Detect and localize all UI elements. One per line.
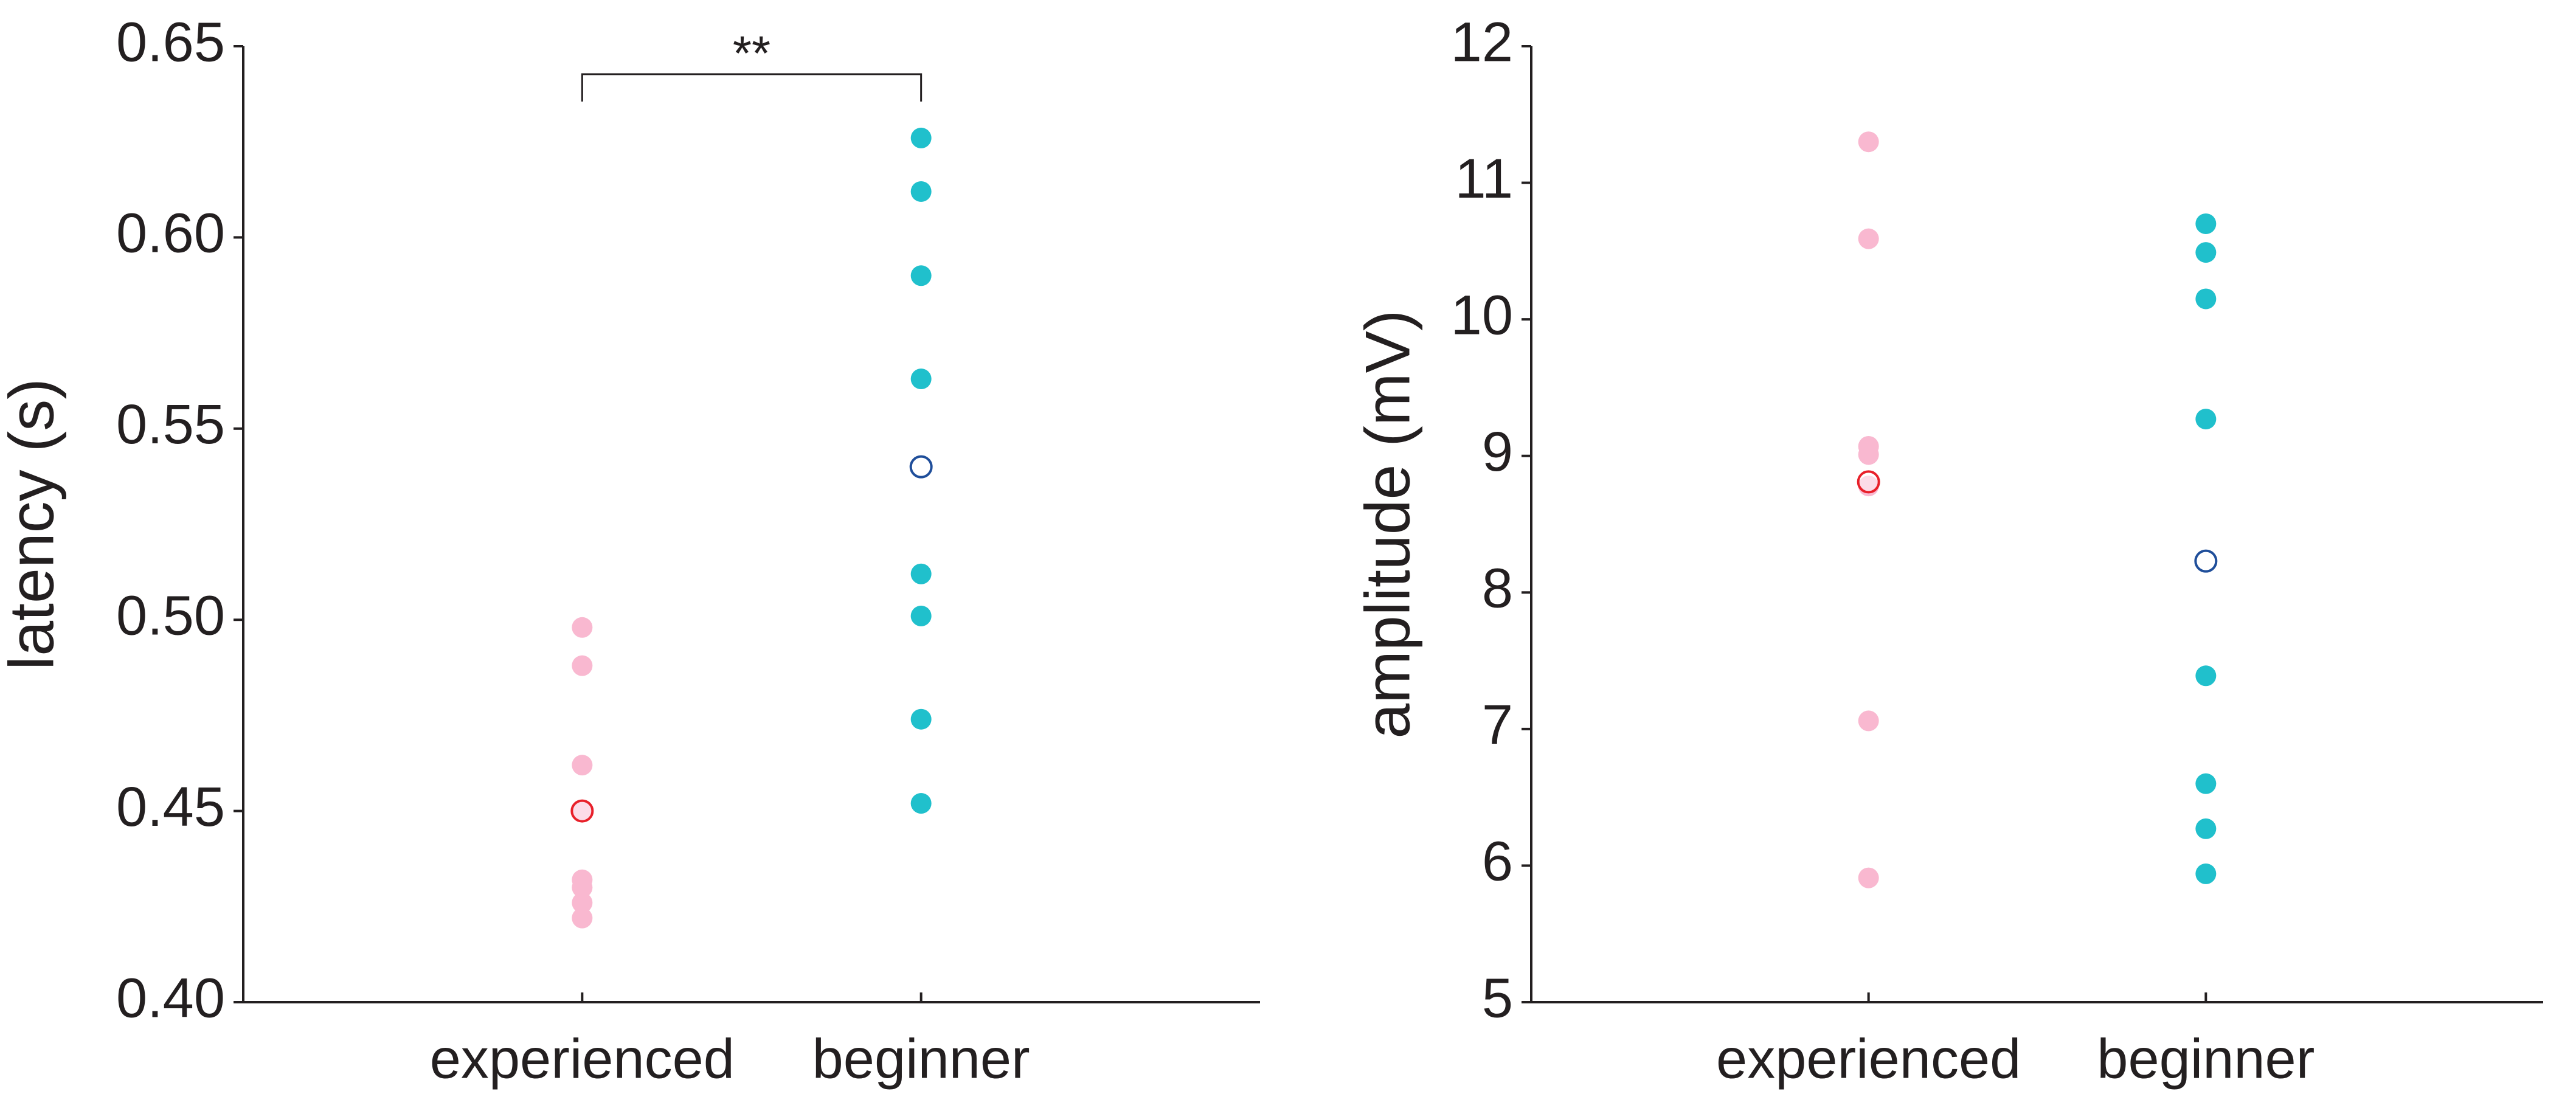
data-point (910, 127, 932, 148)
y-tick-label: 0.40 (116, 967, 225, 1029)
y-tick-label: 9 (1482, 421, 1513, 483)
data-point (910, 563, 932, 584)
data-point (1858, 444, 1879, 465)
significance-label: ** (733, 26, 770, 80)
data-point (572, 655, 593, 676)
data-point (572, 877, 593, 898)
data-point (2195, 409, 2217, 430)
data-point (910, 605, 932, 626)
data-point (572, 892, 593, 913)
data-point (910, 708, 932, 730)
data-point (2195, 773, 2217, 794)
mean-marker (1857, 470, 1880, 494)
data-point (2195, 213, 2217, 234)
y-tick-label: 5 (1482, 967, 1513, 1029)
y-tick-label: 7 (1482, 694, 1513, 756)
significance-bracket (581, 73, 923, 102)
data-point (2195, 665, 2217, 687)
data-point (910, 793, 932, 814)
y-tick-label: 6 (1482, 831, 1513, 893)
data-point (1858, 131, 1879, 153)
x-tick-label: experienced (430, 1028, 735, 1090)
x-tick-label: beginner (2097, 1028, 2315, 1090)
mean-marker (2194, 549, 2218, 573)
data-point (910, 265, 932, 286)
y-tick-label: 8 (1482, 558, 1513, 620)
data-point (2195, 288, 2217, 310)
y-tick-label: 0.50 (116, 584, 225, 646)
y-tick-label: 12 (1451, 11, 1513, 73)
y-tick-label: 0.55 (116, 393, 225, 455)
data-point (1858, 867, 1879, 888)
data-point (572, 755, 593, 776)
data-point (1858, 228, 1879, 249)
data-point (1858, 710, 1879, 732)
x-tick-label: experienced (1716, 1028, 2021, 1090)
y-tick-label: 0.60 (116, 203, 225, 265)
mean-marker (909, 455, 933, 479)
y-axis-label: latency (s) (0, 378, 67, 670)
y-tick-label: 10 (1451, 284, 1513, 346)
data-point (572, 617, 593, 638)
y-axis-label: amplitude (mV) (1352, 310, 1423, 738)
data-point (572, 907, 593, 929)
data-point (2195, 818, 2217, 839)
mean-marker (570, 799, 594, 823)
data-point (2195, 863, 2217, 884)
y-tick-label: 11 (1455, 148, 1513, 210)
y-tick-label: 0.45 (116, 776, 225, 838)
data-point (2195, 242, 2217, 263)
x-tick-label: beginner (812, 1028, 1030, 1090)
data-point (910, 181, 932, 202)
data-point (910, 369, 932, 390)
y-tick-label: 0.65 (116, 11, 225, 73)
